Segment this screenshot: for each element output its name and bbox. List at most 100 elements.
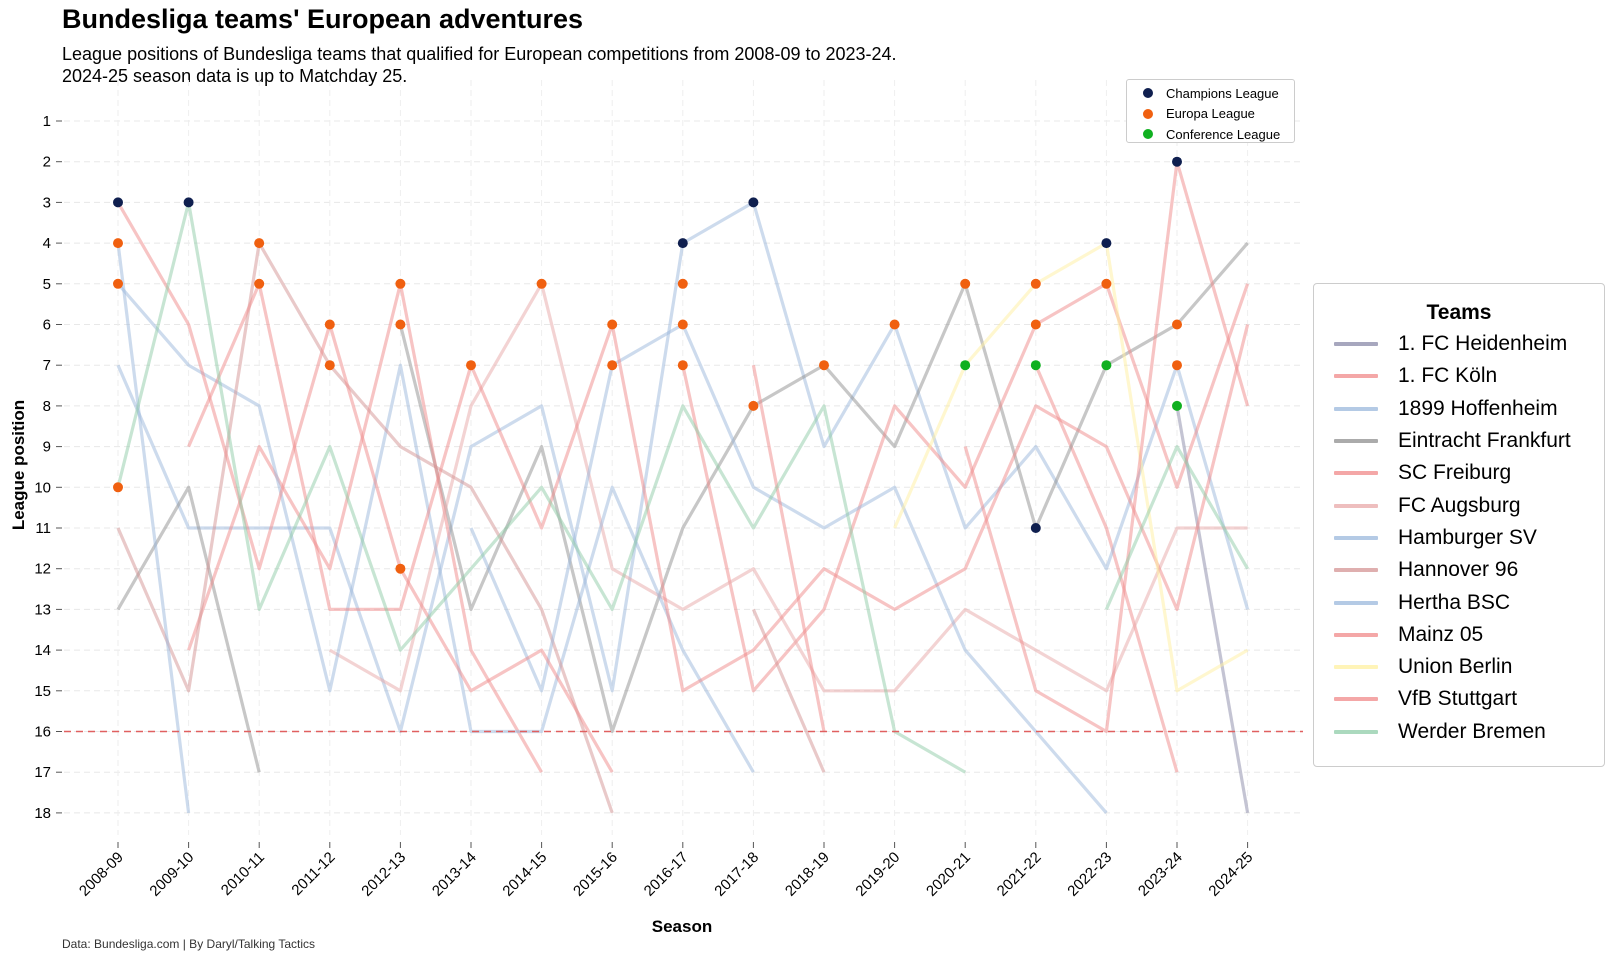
- marker-europa-league: [1101, 278, 1112, 289]
- series-line-1-fc-heidenheim: [1175, 405, 1250, 814]
- x-tick-label: 2010-11: [218, 849, 268, 899]
- legend-line-swatch: [1334, 729, 1378, 734]
- x-tick-label: 2013-14: [429, 849, 480, 900]
- x-tick-label: 2020-21: [923, 849, 974, 900]
- y-tick-label: 1: [43, 113, 51, 130]
- chart-title: Bundesliga teams' European adventures: [62, 4, 584, 34]
- team-legend-item: SC Freiburg: [1334, 457, 1604, 489]
- competition-legend-label: Europa League: [1166, 106, 1255, 122]
- y-tick-label: 8: [43, 398, 51, 415]
- x-tick-label: 2024-25: [1205, 849, 1256, 900]
- marker-champions-league: [113, 197, 123, 208]
- series-line-hannover-96: [116, 241, 614, 814]
- x-tick-label: 2009-10: [146, 849, 197, 900]
- marker-champions-league: [677, 238, 688, 249]
- legend-line-swatch: [1334, 697, 1378, 702]
- team-legend-label: Hertha BSC: [1398, 590, 1511, 614]
- team-legend-label: Mainz 05: [1398, 622, 1484, 646]
- marker-europa-league: [113, 278, 123, 289]
- legend-line-swatch: [1334, 632, 1378, 637]
- y-tick-label: 9: [43, 439, 51, 456]
- marker-europa-league: [748, 400, 759, 411]
- legend-dot-icon: [1143, 108, 1153, 119]
- series-line-fc-augsburg: [329, 282, 1248, 693]
- y-tick-label: 6: [43, 317, 51, 334]
- x-tick-labels: 2008-09 2009-10 2010-11 2011-12 2012-13 2013-…: [76, 842, 1256, 900]
- marker-europa-league: [395, 278, 406, 289]
- legend-line-swatch: [1334, 568, 1378, 573]
- team-legend-item: 1. FC Heidenheim: [1334, 328, 1604, 360]
- marker-europa-league: [889, 319, 900, 330]
- series-line-union-berlin: [893, 241, 1249, 693]
- y-tick-label: 3: [43, 194, 51, 211]
- team-legend-item: 1. FC Köln: [1334, 360, 1604, 392]
- x-tick-label: 2008-09: [76, 849, 127, 900]
- y-tick-label: 17: [34, 764, 51, 781]
- x-tick-label: 2015-16: [570, 849, 621, 900]
- team-legend-item: Hamburger SV: [1334, 522, 1604, 554]
- team-legend-label: 1. FC Köln: [1398, 364, 1498, 388]
- legend-line-swatch: [1334, 406, 1378, 411]
- marker-conference-league: [960, 360, 971, 371]
- team-legend-label: FC Augsburg: [1398, 493, 1521, 517]
- y-tick-label: 12: [34, 561, 51, 578]
- team-legend-label: VfB Stuttgart: [1398, 687, 1518, 711]
- marker-europa-league: [1172, 360, 1182, 371]
- subtitle-line-2: 2024-25 season data is up to Matchday 25…: [62, 66, 408, 86]
- x-tick-label: 2019-20: [852, 849, 903, 900]
- marker-europa-league: [607, 319, 618, 330]
- series-line-mainz-05: [187, 282, 1250, 693]
- series-line-vfb-stuttgart: [751, 364, 826, 732]
- marker-europa-league: [677, 319, 688, 330]
- team-legend-item: Union Berlin: [1334, 651, 1604, 683]
- marker-europa-league: [113, 482, 123, 493]
- y-tick-label: 2: [43, 154, 51, 171]
- competition-legend-label: Champions League: [1166, 85, 1279, 101]
- legend-line-swatch: [1334, 600, 1378, 605]
- series-line-vfb-stuttgart: [963, 160, 1250, 734]
- y-axis-label: League position: [9, 400, 28, 530]
- series-line-vfb-stuttgart: [116, 201, 614, 774]
- competition-legend-label: Conference League: [1166, 126, 1281, 142]
- team-legend-item: VfB Stuttgart: [1334, 683, 1604, 715]
- legend-line-swatch: [1334, 665, 1378, 670]
- team-legend-item: 1899 Hoffenheim: [1334, 393, 1604, 425]
- legend-line-swatch: [1334, 342, 1378, 347]
- legend-line-swatch: [1334, 471, 1378, 476]
- team-legend-item: Eintracht Frankfurt: [1334, 425, 1604, 457]
- legend-line-swatch: [1334, 503, 1378, 508]
- series-line-eintracht-frankfurt: [116, 485, 261, 773]
- x-tick-label: 2018-19: [782, 849, 833, 900]
- marker-conference-league: [1101, 360, 1112, 371]
- marker-europa-league: [677, 360, 688, 371]
- marker-europa-league: [395, 563, 406, 574]
- legend-dot-icon: [1143, 88, 1153, 99]
- marker-europa-league: [395, 319, 406, 330]
- marker-europa-league: [819, 360, 829, 371]
- competition-legend-item: Conference League: [1133, 124, 1294, 145]
- series-line-hertha-bsc: [469, 322, 1108, 814]
- x-tick-label: 2023-24: [1135, 849, 1186, 900]
- marker-champions-league: [1101, 238, 1112, 249]
- y-tick-label: 18: [34, 805, 51, 822]
- team-legend-label: SC Freiburg: [1398, 461, 1512, 485]
- subtitle-line-1: League positions of Bundesliga teams tha…: [62, 44, 897, 64]
- grid-layer: [64, 80, 1303, 835]
- y-tick-label: 11: [35, 520, 51, 537]
- marker-europa-league: [324, 360, 335, 371]
- team-legend-label: Werder Bremen: [1398, 719, 1546, 743]
- series-line-sc-freiburg: [187, 282, 543, 774]
- x-tick-label: 2011-12: [288, 849, 338, 899]
- y-tick-label: 13: [34, 601, 51, 618]
- y-tick-label: 14: [34, 642, 51, 659]
- team-legend-item: Hertha BSC: [1334, 586, 1604, 618]
- legend-line-swatch: [1334, 535, 1378, 540]
- series-line-werder-bremen: [1104, 445, 1249, 611]
- team-legend-item: Mainz 05: [1334, 619, 1604, 651]
- marker-europa-league: [677, 278, 688, 289]
- marker-europa-league: [324, 319, 335, 330]
- marker-europa-league: [536, 278, 547, 289]
- y-tick-label: 7: [43, 357, 51, 374]
- x-axis-label: Season: [652, 917, 712, 936]
- series-line-hamburger-sv: [116, 282, 755, 774]
